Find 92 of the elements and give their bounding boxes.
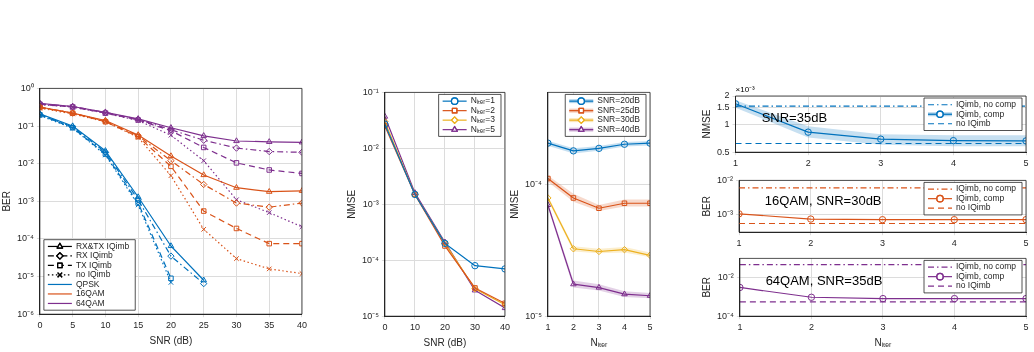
x-axis-title: SNR (dB) [149,334,193,346]
x-tick-label: 1 [545,322,551,333]
y-tick-label: 1 [724,118,730,129]
x-tick-label: 3 [596,322,602,333]
legend-label: no IQimb [956,118,991,129]
y-tick-label: 10⁻⁴ [361,254,379,265]
y-tick-label: 10⁻⁴ [716,310,734,321]
legend-label: 16QAM [75,288,105,299]
legend-label: IQimb, comp [956,270,1005,281]
y-tick-label: 10⁻² [362,142,379,153]
x-tick-label: 2 [570,322,576,333]
x-tick-label: 5 [1023,158,1029,169]
y-axis-title: BER [700,196,712,217]
x-tick-label: 5 [647,322,653,333]
legend-label: Nᵢₜₑᵣ=5 [470,123,496,134]
legend-label: IQimb, no comp [956,99,1017,110]
y-axis-title: NMSE [345,189,357,219]
x-tick-label: 2 [805,158,811,169]
x-tick-label: 20 [165,320,176,331]
x-tick-label: 10 [409,322,420,333]
legend-label: IQimb, comp [956,108,1005,119]
x-tick-label: 40 [296,320,307,331]
y-tick-label: 10⁻⁵ [362,310,380,321]
y-tick-label: 10⁻² [716,174,734,185]
legend-label: SNR=40dB [597,123,641,134]
text: ×10⁻³ [735,85,756,95]
x-tick-label: 3 [880,238,886,249]
x-tick-label: 2 [808,322,814,333]
y-tick-label: 1.5 [717,102,730,113]
x-tick-label: 5 [70,320,76,331]
x-tick-label: 0 [37,320,43,331]
x-tick-label: 10 [100,320,111,331]
x-tick-label: 35 [264,320,275,331]
y-tick-label: 10⁻⁵ [17,271,35,282]
y-axis-title: NMSE [508,189,520,219]
legend-label: no IQimb [75,269,111,280]
x-tick-label: 4 [621,322,627,333]
y-tick-label: 10⁻⁵ [525,310,543,321]
x-tick-label: 4 [951,322,957,333]
legend-label: Nᵢₜₑᵣ=2 [470,104,496,115]
legend-label: 64QAM [75,297,105,308]
y-tick-label: 10⁻⁴ [16,233,34,244]
x-tick-label: 15 [133,320,144,331]
x-tick-label: 3 [878,158,884,169]
x-tick-label: 25 [198,320,209,331]
y-tick-label: 10⁻¹ [17,120,34,131]
y-tick-label: 10⁰ [20,82,34,93]
legend-label: SNR=30dB [597,114,641,125]
x-tick-label: 2 [808,238,814,249]
x-tick-label: 30 [469,322,480,333]
x-tick-label: 4 [951,238,957,249]
x-tick-label: 5 [1023,238,1029,249]
x-tick-label: 5 [1023,322,1029,333]
legend-label: no IQimb [956,280,991,291]
y-tick-label: 10⁻⁶ [17,308,35,319]
legend-label: IQimb, comp [956,192,1005,203]
legend-label: RX&TX IQimb [75,240,130,251]
annotation: 16QAM, SNR=30dB [764,192,882,208]
x-tick-label: 0 [382,322,388,333]
x-tick-label: 4 [950,158,956,169]
legend-label: QPSK [75,278,100,289]
x-tick-label: 40 [499,322,510,333]
y-tick-label: 10⁻³ [17,195,34,206]
legend-label: Nᵢₜₑᵣ=1 [470,95,496,106]
x-axis-title: Nᵢₜₑᵣ [590,336,608,348]
y-tick-label: 10⁻³ [362,198,379,209]
annotation: 64QAM, SNR=35dB [765,273,883,289]
y-axis-title: BER [700,277,712,298]
x-tick-label: 1 [736,238,742,249]
y-axis-title: NMSE [700,109,712,139]
y-tick-label: 10⁻² [17,158,34,169]
legend-label: Nᵢₜₑᵣ=3 [470,114,496,125]
x-axis-title: SNR (dB) [423,336,467,348]
x-tick-label: 3 [880,322,886,333]
x-tick-label: 1 [737,322,743,333]
y-tick-label: 10⁻³ [716,208,734,219]
legend-label: TX IQimb [75,259,113,270]
legend-label: no IQimb [956,202,991,213]
y-tick-label: 0.5 [717,146,730,157]
y-tick-label: 10⁻¹ [362,86,379,97]
x-tick-label: 20 [439,322,450,333]
legend-label: SNR=20dB [597,95,641,106]
x-tick-label: 30 [231,320,242,331]
y-tick-label: 2 [724,90,730,101]
x-axis-title: Nᵢₜₑᵣ [874,336,892,348]
legend-label: IQimb, no comp [956,261,1017,272]
legend-label: SNR=25dB [597,104,641,115]
legend-label: IQimb, no comp [956,183,1017,194]
legend-label: RX IQimb [75,250,113,261]
y-tick-label: 10⁻⁴ [524,178,542,189]
y-axis-title: BER [0,191,12,212]
y-tick-label: 10⁻² [717,272,734,283]
